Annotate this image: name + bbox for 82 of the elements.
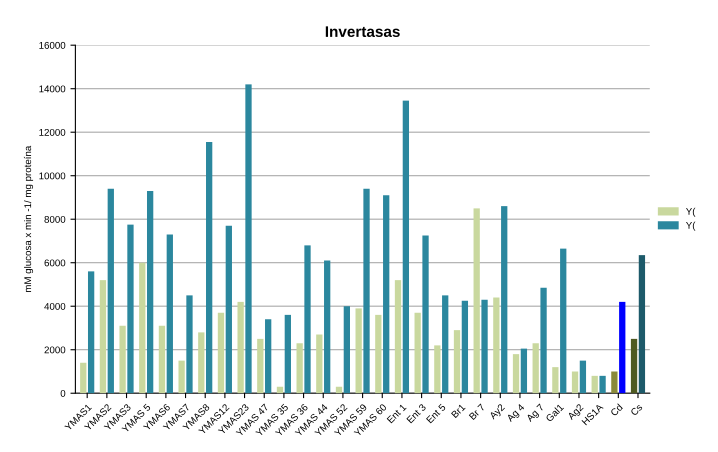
bar <box>237 302 244 394</box>
bar <box>540 288 547 394</box>
x-tick-label: Gal1 <box>545 403 564 422</box>
bar <box>344 306 350 394</box>
bar <box>560 248 566 394</box>
y-tick-label: 0 <box>60 390 66 397</box>
bar <box>100 280 106 394</box>
y-tick-label: 8000 <box>44 216 66 223</box>
bar <box>296 343 303 394</box>
bar <box>422 236 429 394</box>
legend-label: Y( <box>686 222 696 231</box>
bar <box>324 260 330 394</box>
bar <box>276 386 284 394</box>
bar <box>316 334 322 394</box>
y-tick-label: 6000 <box>44 259 66 266</box>
bar <box>198 332 204 394</box>
bar <box>218 312 224 394</box>
x-tick-label: Ent 3 <box>406 403 426 424</box>
bar <box>493 298 500 394</box>
bar <box>512 354 520 394</box>
bar <box>166 234 173 394</box>
bar <box>619 302 626 394</box>
bar <box>580 360 586 394</box>
bar <box>119 326 126 394</box>
chart-title: Invertasas <box>326 26 400 38</box>
bar <box>520 348 528 394</box>
bar <box>611 371 618 394</box>
x-tick-label: Ent 5 <box>426 404 446 424</box>
y-axis-title: mM glucosa x min -1/ mg proteína <box>24 146 34 292</box>
bar <box>226 226 232 394</box>
x-tick-label: Ag 7 <box>526 404 546 424</box>
bar <box>454 330 460 394</box>
bar <box>363 188 370 394</box>
bar <box>599 376 606 394</box>
bar <box>127 224 134 394</box>
y-tick-label: 4000 <box>44 302 66 310</box>
bar <box>206 142 212 394</box>
bar <box>394 280 402 394</box>
legend-label: Y( <box>686 208 696 217</box>
x-tick-label: Ay2 <box>488 403 506 422</box>
bar <box>442 295 448 394</box>
bar <box>336 386 342 394</box>
bar <box>284 314 291 394</box>
bar <box>501 206 508 394</box>
bar <box>532 343 539 394</box>
bar <box>414 312 421 394</box>
bar <box>383 195 390 394</box>
bar <box>80 362 86 394</box>
bar <box>552 367 559 394</box>
bar <box>592 376 598 394</box>
bar <box>481 300 488 394</box>
bar <box>572 371 578 394</box>
y-tick-label: 16000 <box>39 42 66 49</box>
bar <box>638 255 646 394</box>
x-tick-label: Br 7 <box>468 404 486 420</box>
x-tick-label: Cs <box>630 403 643 416</box>
y-tick-label: 2000 <box>44 346 66 354</box>
bar <box>474 208 480 394</box>
x-tick-label: Ent 1 <box>386 404 407 424</box>
bar <box>356 308 362 394</box>
bar <box>146 190 154 394</box>
bar <box>245 84 252 394</box>
bar <box>265 319 272 394</box>
bar <box>304 245 311 394</box>
bar <box>88 271 94 394</box>
bar <box>158 326 166 394</box>
y-tick-label: 12000 <box>39 128 66 136</box>
bar <box>186 295 193 394</box>
x-tick-label: Br1 <box>451 404 466 418</box>
bar <box>257 338 264 394</box>
bar <box>178 360 185 394</box>
bar <box>375 314 382 394</box>
x-tick-label: Cd <box>610 403 623 416</box>
bar <box>139 262 146 394</box>
bar <box>108 188 114 394</box>
x-tick-label: Ag 4 <box>506 403 526 424</box>
bar <box>630 338 638 394</box>
bar <box>402 100 410 394</box>
y-tick-label: 10000 <box>39 172 66 180</box>
y-tick-label: 14000 <box>39 85 66 92</box>
bar <box>434 345 440 394</box>
bar <box>462 300 468 394</box>
